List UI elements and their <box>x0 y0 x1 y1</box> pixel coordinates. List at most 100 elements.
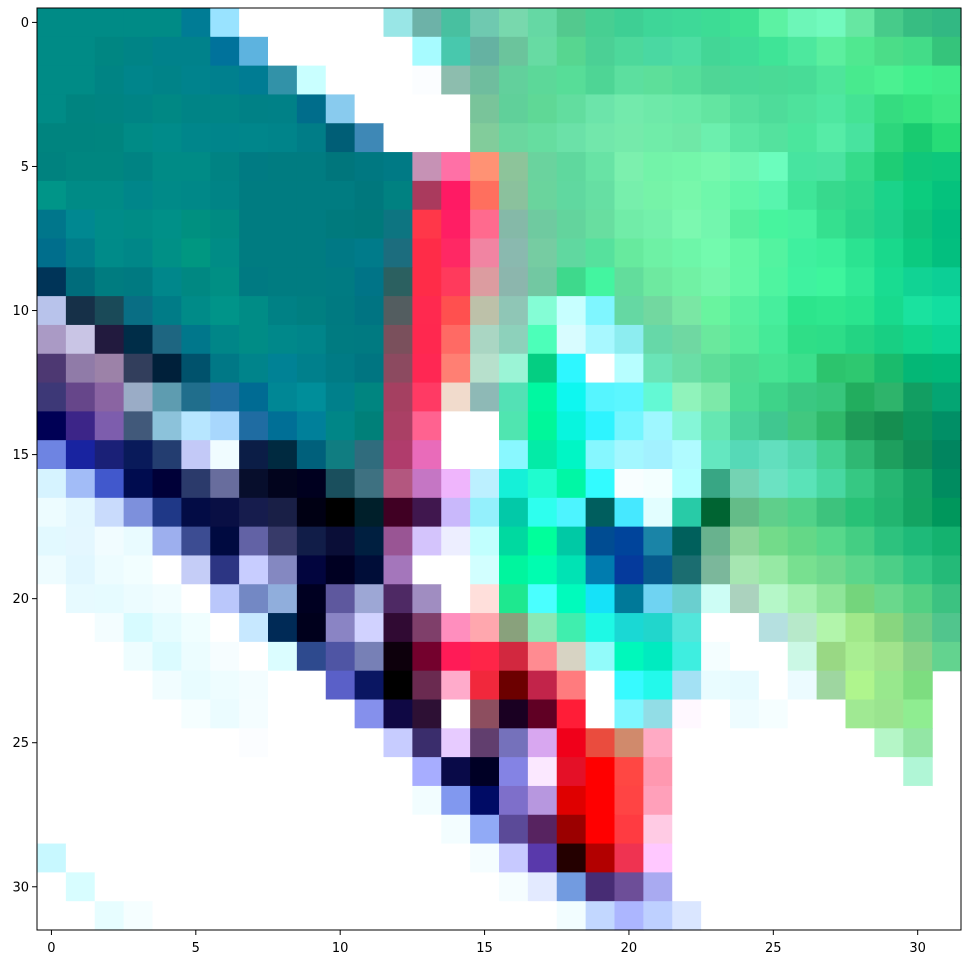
heatmap-cell <box>65 613 96 643</box>
heatmap-cell <box>239 555 269 585</box>
heatmap-cell <box>268 94 298 124</box>
heatmap-cell <box>499 814 529 845</box>
heatmap-cell <box>65 785 96 816</box>
heatmap-cell <box>239 238 269 268</box>
heatmap-cell <box>614 440 644 470</box>
heatmap-cell <box>37 613 67 643</box>
heatmap-cell <box>296 757 327 787</box>
heatmap-cell <box>499 757 529 787</box>
heatmap-cell <box>383 382 413 412</box>
heatmap-cell <box>816 267 847 297</box>
heatmap-cell <box>152 670 182 701</box>
heatmap-cell <box>932 353 962 384</box>
heatmap-cell <box>499 901 529 931</box>
heatmap-cell <box>556 785 587 816</box>
heatmap-cell <box>643 901 673 931</box>
heatmap-cell <box>470 411 500 441</box>
heatmap-cell <box>65 469 96 499</box>
heatmap-cell <box>903 296 933 326</box>
heatmap-cell <box>758 267 789 297</box>
heatmap-cell <box>37 440 67 470</box>
heatmap-cell <box>268 123 298 153</box>
heatmap-cell <box>730 699 760 729</box>
heatmap-cell <box>412 8 442 38</box>
heatmap-cell <box>643 814 673 845</box>
heatmap-cell <box>210 324 240 355</box>
heatmap-cell <box>499 8 529 38</box>
heatmap-cell <box>354 123 385 153</box>
heatmap-cell <box>37 123 67 153</box>
heatmap-cell <box>65 94 96 124</box>
heatmap-cell <box>614 238 644 268</box>
heatmap-cell <box>585 65 616 96</box>
heatmap-cell <box>787 728 818 758</box>
heatmap-cell <box>354 555 385 585</box>
heatmap-cell <box>903 180 933 211</box>
heatmap-cell <box>499 353 529 384</box>
heatmap-cell <box>152 411 182 441</box>
heatmap-cell <box>874 267 904 297</box>
heatmap-cell <box>412 65 442 96</box>
heatmap-cell <box>585 757 616 787</box>
heatmap-cell <box>527 180 558 211</box>
heatmap-cell <box>614 324 644 355</box>
heatmap-cell <box>672 382 702 412</box>
heatmap-cell <box>296 411 327 441</box>
heatmap-cell <box>643 123 673 153</box>
heatmap-cell <box>845 238 875 268</box>
heatmap-cell <box>874 757 904 787</box>
heatmap-cell <box>354 872 385 902</box>
heatmap-cell <box>730 814 760 845</box>
heatmap-cell <box>181 8 211 38</box>
heatmap-cell <box>412 36 442 67</box>
heatmap-cell <box>874 584 904 614</box>
heatmap-cell <box>643 382 673 412</box>
y-tick-label: 15 <box>12 448 29 463</box>
heatmap-cell <box>672 8 702 38</box>
heatmap-cell <box>614 555 644 585</box>
heatmap-cell <box>210 555 240 585</box>
heatmap-cell <box>932 8 962 38</box>
heatmap-cell <box>499 267 529 297</box>
heatmap-cell <box>903 641 933 672</box>
heatmap-cell <box>152 901 182 931</box>
heatmap-cell <box>701 209 731 240</box>
heatmap-cell <box>816 641 847 672</box>
heatmap-cell <box>325 613 356 643</box>
heatmap-cell <box>354 180 385 211</box>
heatmap-cell <box>932 555 962 585</box>
heatmap-cell <box>730 728 760 758</box>
heatmap-cell <box>470 497 500 528</box>
heatmap-cell <box>903 757 933 787</box>
heatmap-cell <box>643 526 673 557</box>
heatmap-cell <box>585 526 616 557</box>
heatmap-cell <box>758 123 789 153</box>
heatmap-cell <box>94 584 125 614</box>
heatmap-cell <box>210 670 240 701</box>
heatmap-cell <box>239 641 269 672</box>
heatmap-cell <box>499 469 529 499</box>
heatmap-cell <box>268 382 298 412</box>
heatmap-cell <box>874 238 904 268</box>
heatmap-cell <box>614 901 644 931</box>
heatmap-cell <box>354 382 385 412</box>
heatmap-cell <box>37 699 67 729</box>
heatmap-cell <box>65 8 96 38</box>
heatmap-cell <box>643 411 673 441</box>
heatmap-cell <box>37 814 67 845</box>
heatmap-cell <box>672 411 702 441</box>
heatmap-cell <box>643 238 673 268</box>
heatmap-cell <box>325 238 356 268</box>
heatmap-cell <box>210 872 240 902</box>
heatmap-cell <box>441 180 471 211</box>
heatmap-cell <box>556 641 587 672</box>
heatmap-cell <box>643 785 673 816</box>
heatmap-cell <box>672 814 702 845</box>
heatmap-cell <box>556 324 587 355</box>
heatmap-cell <box>672 324 702 355</box>
heatmap-cell <box>37 757 67 787</box>
heatmap-cell <box>730 94 760 124</box>
heatmap-cell <box>556 757 587 787</box>
heatmap-cell <box>210 296 240 326</box>
heatmap-cell <box>816 785 847 816</box>
